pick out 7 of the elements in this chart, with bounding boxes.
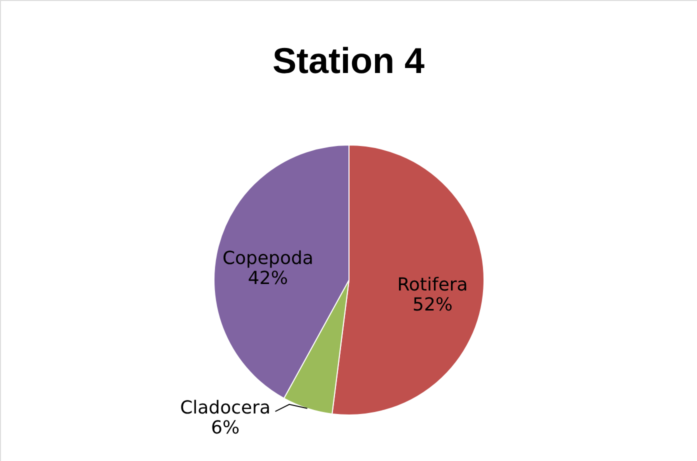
slice-label: Cladocera xyxy=(180,397,271,418)
slice-label: Rotifera xyxy=(397,274,468,296)
data-label: 42% xyxy=(248,268,288,290)
data-label: 6% xyxy=(211,417,240,438)
slice-label: Copepoda xyxy=(222,248,314,270)
data-label: 52% xyxy=(412,294,453,316)
chart-title: Station 4 xyxy=(272,40,425,81)
